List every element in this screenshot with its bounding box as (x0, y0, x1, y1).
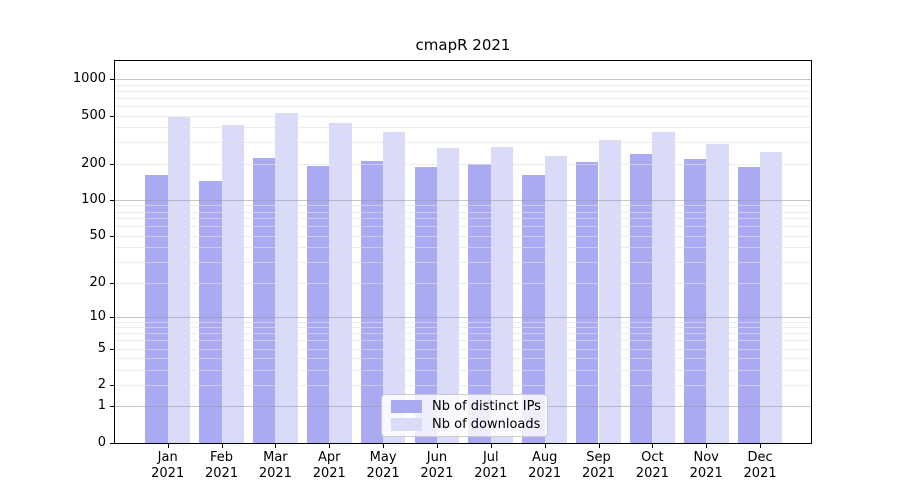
x-tick-label: Nov 2021 (689, 450, 723, 481)
y-tick-label: 1 (97, 398, 106, 414)
legend-swatch-distinct-ips (391, 400, 422, 413)
bars-layer (115, 61, 811, 443)
y-tick-label: 500 (81, 107, 106, 123)
y-tick-label: 5 (97, 340, 106, 356)
bar-distinct-ips-apr-2021 (306, 166, 330, 443)
x-tick-mark (436, 444, 438, 448)
y-tick-label: 20 (89, 274, 106, 290)
x-tick-mark (490, 444, 492, 448)
bar-downloads-nov-2021 (706, 143, 729, 443)
x-tick-mark (544, 444, 546, 448)
x-tick-label: Dec 2021 (743, 450, 777, 481)
x-tick-mark (760, 444, 762, 448)
y-tick-label: 10 (89, 308, 106, 324)
bar-distinct-ips-nov-2021 (683, 158, 707, 443)
x-tick-mark (706, 444, 708, 448)
bar-distinct-ips-oct-2021 (629, 154, 653, 443)
legend-label-downloads: Nb of downloads (432, 417, 541, 432)
bar-distinct-ips-dec-2021 (737, 166, 761, 443)
x-tick-label: Feb 2021 (205, 450, 239, 481)
x-tick-label: Aug 2021 (528, 450, 562, 481)
bar-downloads-mar-2021 (275, 113, 298, 443)
y-tick-mark (110, 385, 114, 387)
x-tick-label: Jun 2021 (420, 450, 454, 481)
x-tick-mark (383, 444, 385, 448)
bar-downloads-jul-2021 (490, 147, 514, 443)
bar-downloads-jun-2021 (436, 148, 460, 443)
bar-distinct-ips-aug-2021 (522, 175, 545, 443)
y-tick-mark (110, 282, 114, 284)
x-tick-mark (167, 444, 169, 448)
y-tick-mark (110, 348, 114, 350)
y-tick-mark (110, 443, 114, 444)
x-tick-mark (329, 444, 331, 448)
legend-item-downloads: Nb of downloads (391, 417, 541, 432)
x-tick-label: May 2021 (366, 450, 400, 481)
x-tick-mark (598, 444, 600, 448)
y-tick-mark (110, 163, 114, 165)
y-tick-mark (110, 316, 114, 318)
x-tick-label: Apr 2021 (312, 450, 346, 481)
legend-swatch-downloads (391, 418, 422, 431)
bar-distinct-ips-may-2021 (360, 161, 384, 443)
bar-downloads-jan-2021 (167, 116, 191, 443)
x-tick-mark (221, 444, 223, 448)
y-tick-label: 50 (89, 227, 106, 243)
bar-downloads-oct-2021 (652, 131, 675, 443)
y-tick-label: 1000 (72, 71, 106, 87)
x-tick-label: Mar 2021 (258, 450, 292, 481)
bar-downloads-aug-2021 (544, 155, 568, 443)
x-tick-mark (652, 444, 654, 448)
legend-label-distinct-ips: Nb of distinct IPs (432, 399, 541, 414)
bar-downloads-dec-2021 (760, 152, 783, 443)
legend: Nb of distinct IPs Nb of downloads (381, 394, 548, 437)
bar-downloads-apr-2021 (329, 122, 352, 443)
x-tick-mark (275, 444, 277, 448)
y-tick-label: 2 (97, 377, 106, 393)
x-tick-label: Sep 2021 (581, 450, 616, 481)
y-tick-label: 0 (97, 435, 106, 450)
bar-distinct-ips-feb-2021 (199, 181, 222, 443)
legend-item-distinct-ips: Nb of distinct IPs (391, 399, 541, 414)
y-tick-label: 200 (81, 155, 106, 171)
y-tick-mark (110, 406, 114, 408)
bar-downloads-sep-2021 (598, 140, 621, 443)
bar-distinct-ips-mar-2021 (253, 158, 276, 443)
bar-downloads-may-2021 (383, 132, 406, 443)
y-tick-mark (110, 199, 114, 201)
y-tick-mark (110, 115, 114, 117)
y-tick-label: 100 (81, 191, 106, 207)
y-tick-mark (110, 235, 114, 237)
x-tick-label: Oct 2021 (635, 450, 669, 481)
bar-distinct-ips-jan-2021 (145, 174, 168, 443)
x-tick-label: Jul 2021 (474, 450, 508, 481)
bar-distinct-ips-jul-2021 (468, 164, 491, 443)
bar-downloads-feb-2021 (221, 124, 244, 443)
chart-title: cmapR 2021 (415, 36, 511, 54)
y-tick-mark (110, 79, 114, 81)
bar-distinct-ips-sep-2021 (576, 161, 599, 443)
plot-area (114, 60, 812, 444)
x-tick-label: Jan 2021 (151, 450, 185, 481)
